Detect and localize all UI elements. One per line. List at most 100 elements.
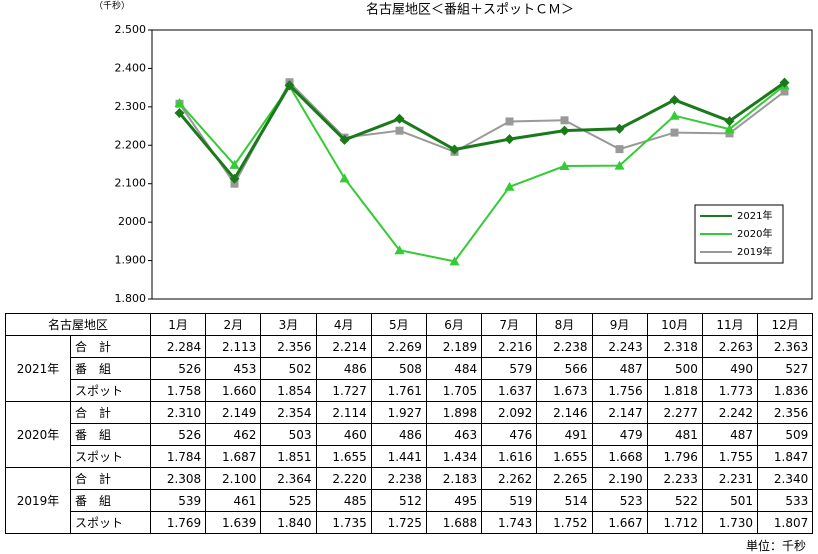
- table-cell: スポット: [70, 511, 151, 534]
- marker: [669, 94, 680, 105]
- table-cell: 2.183: [425, 467, 483, 490]
- marker: [229, 173, 240, 184]
- table-cell: 460: [315, 423, 372, 446]
- table-cell: 9月: [591, 313, 648, 336]
- table-cell: 1.796: [646, 445, 703, 468]
- table-cell: 2.364: [260, 467, 317, 490]
- table-cell: 526: [149, 423, 207, 446]
- table-cell: 1.851: [260, 445, 317, 468]
- table-cell: 1.616: [481, 445, 538, 468]
- table-cell: 名古屋地区: [5, 313, 151, 336]
- marker: [669, 110, 680, 120]
- table-cell: 512: [370, 489, 427, 512]
- table-cell: 2.308: [149, 467, 207, 490]
- table-cell: 2.263: [701, 335, 759, 358]
- marker: [395, 126, 404, 135]
- table-cell: 503: [260, 423, 317, 446]
- table-cell: 1.667: [591, 511, 648, 534]
- table-cell: 2.363: [757, 335, 814, 358]
- series-line: [178, 81, 786, 182]
- table-cell: 番 組: [70, 357, 151, 380]
- plot-frame: [151, 29, 813, 300]
- table-row: スポット 1.758 1.660 1.854 1.727 1.761 1.705 1.637 1…: [6, 379, 814, 402]
- table-cell: 1.639: [205, 511, 262, 534]
- table-cell: 2.092: [481, 401, 538, 424]
- table-cell: 2.269: [370, 335, 427, 358]
- marker: [174, 98, 185, 108]
- table-cell: スポット: [70, 379, 151, 402]
- table-cell: 1.854: [260, 379, 317, 402]
- table-cell: 1.755: [701, 445, 759, 468]
- table-cell: 1.687: [205, 445, 262, 468]
- table-cell: 501: [701, 489, 759, 512]
- table-cell: 1.784: [149, 445, 207, 468]
- table-cell: 1.730: [701, 511, 759, 534]
- table-cell: 502: [260, 357, 317, 380]
- table-cell: 2.114: [315, 401, 372, 424]
- marker: [339, 134, 350, 145]
- marker: [504, 181, 515, 191]
- table-row: 2021年合 計 2.284 2.113 2.356 2.214 2.269 2.189 2.…: [5, 335, 814, 402]
- table-cell: 1.773: [701, 379, 759, 402]
- marker: [559, 161, 570, 171]
- table-cell: 487: [701, 423, 759, 446]
- table-cell: 2.318: [646, 335, 703, 358]
- table-cell: 7月: [481, 313, 538, 336]
- table-cell: 2.231: [701, 467, 759, 490]
- data-table: 名古屋地区 1月 2月 3月 4月 5月 6月 7月 8月 9月 10月 11月 12月 2021年合 計…: [5, 313, 814, 534]
- table-cell: 2.242: [701, 401, 759, 424]
- table-cell: 1.847: [757, 445, 814, 468]
- table-cell: 522: [646, 489, 703, 512]
- marker: [724, 116, 735, 127]
- y-tick-label: 2000: [118, 215, 146, 228]
- table-cell: 1.441: [370, 445, 427, 468]
- table-cell: 2.216: [481, 335, 538, 358]
- y-tick-label: 2.100: [115, 177, 147, 190]
- table-cell: 2.354: [260, 401, 317, 424]
- table-row: 2020年合 計 2.310 2.149 2.354 2.114 1.927 1.898 2.…: [5, 401, 814, 468]
- table-cell: 486: [315, 357, 372, 380]
- marker: [504, 134, 515, 145]
- table-cell: 2.243: [591, 335, 648, 358]
- table-cell: 514: [536, 489, 593, 512]
- table-cell: 1.836: [757, 379, 814, 402]
- marker: [284, 80, 295, 91]
- table-cell: 533: [757, 489, 814, 512]
- table-cell: 12月: [757, 313, 814, 336]
- table-cell: 合 計: [70, 467, 151, 490]
- table-cell: 1.688: [425, 511, 483, 534]
- marker: [339, 173, 350, 183]
- table-cell: 1.434: [425, 445, 483, 468]
- table-cell: 1.756: [591, 379, 648, 402]
- table-cell: 1.655: [315, 445, 372, 468]
- table-cell: 523: [591, 489, 648, 512]
- table-cell: 1.727: [315, 379, 372, 402]
- table-cell: 461: [205, 489, 262, 512]
- table-cell: 2.214: [315, 335, 372, 358]
- table-cell: 2.238: [370, 467, 427, 490]
- table-cell: 1.758: [149, 379, 207, 402]
- table-cell: 1.898: [425, 401, 483, 424]
- marker: [560, 116, 569, 125]
- table-cell: 1.637: [481, 379, 538, 402]
- table-cell: 2.284: [149, 335, 207, 358]
- table-cell: 1.668: [591, 445, 648, 468]
- table-cell: 2月: [205, 313, 262, 336]
- table-cell: 1.673: [536, 379, 593, 402]
- marker: [394, 113, 405, 124]
- table-cell: 579: [481, 357, 538, 380]
- table-cell: 2.356: [260, 335, 317, 358]
- table-cell: 509: [757, 423, 814, 446]
- marker: [559, 125, 570, 136]
- marker: [449, 256, 460, 266]
- table-cell: 1.818: [646, 379, 703, 402]
- table-cell: 479: [591, 423, 648, 446]
- table-cell: 6月: [425, 313, 483, 336]
- table-cell: 8月: [536, 313, 593, 336]
- table-row: 名古屋地区 1月 2月 3月 4月 5月 6月 7月 8月 9月 10月 11月 12月: [5, 313, 814, 336]
- table-cell: 491: [536, 423, 593, 446]
- table-row: 番 組 539 461 525 485 512 495 519 514 523 522 501 533: [6, 489, 814, 512]
- y-tick-label: 2.500: [115, 23, 147, 36]
- table-cell: 525: [260, 489, 317, 512]
- marker: [174, 108, 185, 119]
